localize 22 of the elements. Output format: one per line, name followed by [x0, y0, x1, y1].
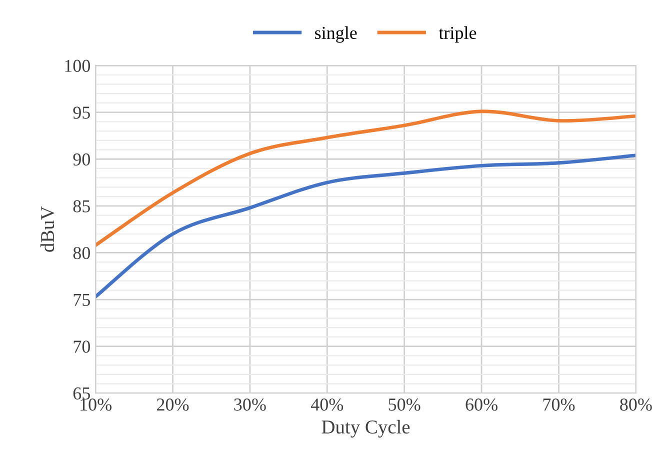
y-axis-title: dBuV: [40, 206, 54, 252]
y-tick-label: 85: [73, 200, 90, 212]
x-tick-label: 70%: [543, 398, 575, 411]
y-tick-label: 95: [73, 106, 90, 119]
y-tick-label: 75: [74, 294, 90, 306]
legend-label: single: [315, 26, 357, 43]
x-tick-label: 10%: [80, 398, 112, 411]
y-tick-label: 100: [65, 60, 90, 72]
x-tick-label: 80%: [620, 398, 652, 411]
x-tick-label: 60%: [466, 398, 498, 411]
y-tick-label: 90: [73, 153, 90, 166]
y-tick-label: 65: [73, 387, 90, 400]
line-series: [96, 110, 636, 247]
x-tick-label: 50%: [388, 398, 420, 411]
x-tick-label: 30%: [234, 398, 266, 411]
line-series: [96, 154, 636, 298]
x-tick-label: 40%: [310, 398, 344, 411]
x-axis-title: Duty Cycle: [322, 420, 410, 438]
legend-label: triple: [438, 26, 476, 43]
y-tick-label: 80: [73, 246, 90, 260]
x-tick-label: 20%: [156, 398, 189, 411]
y-tick-label: 70: [74, 340, 90, 353]
